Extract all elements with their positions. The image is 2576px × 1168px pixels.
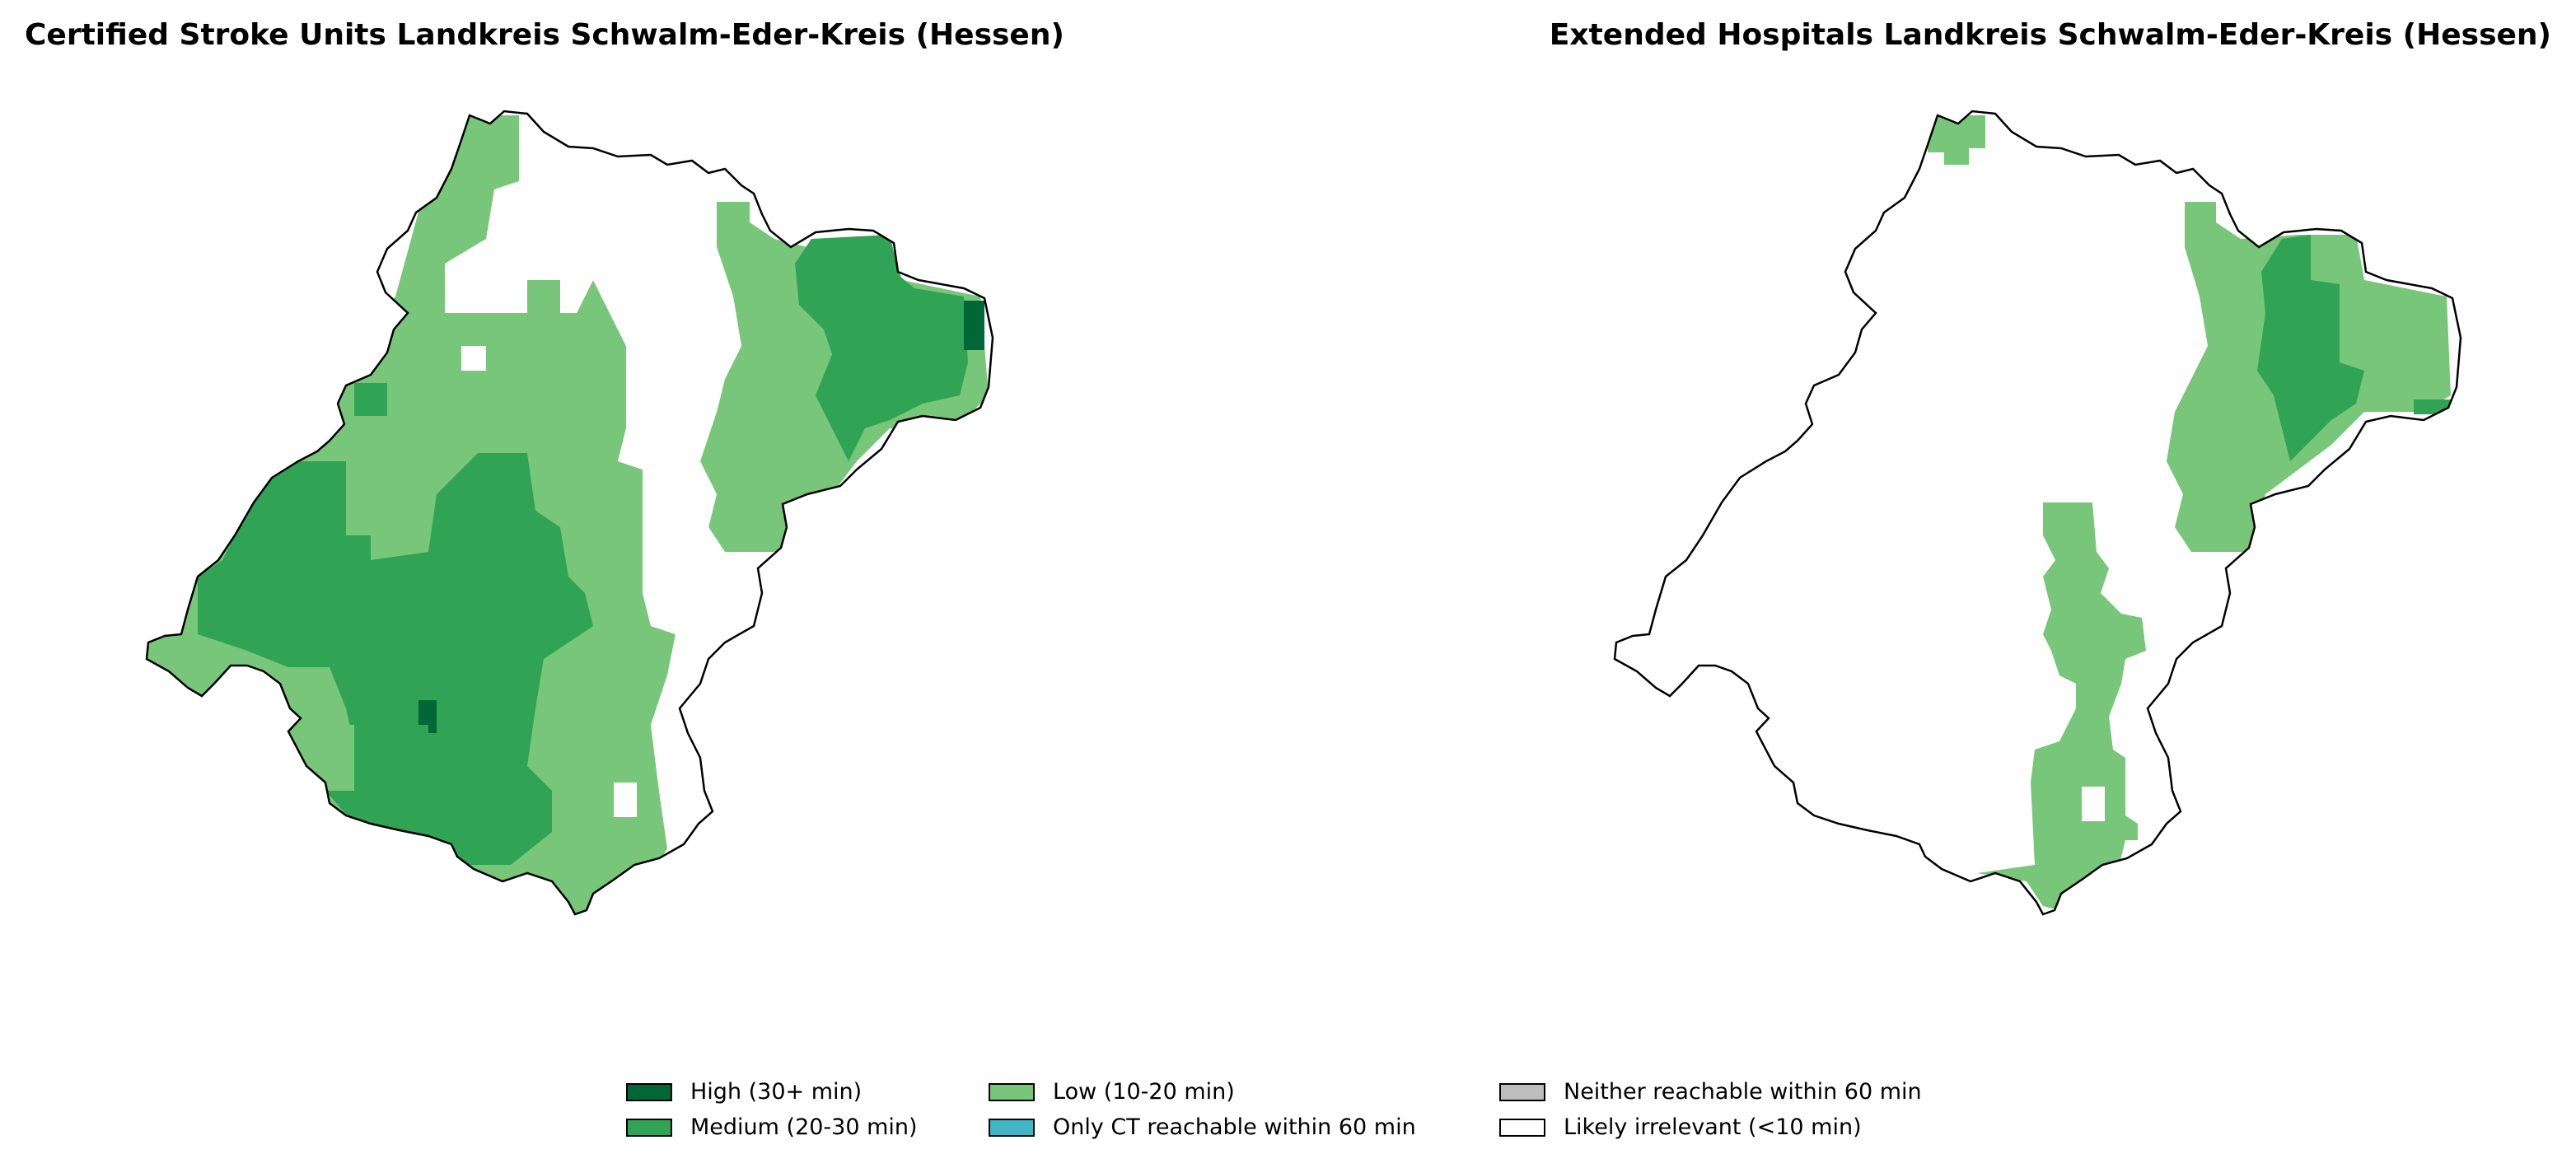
region-low-south-edge bbox=[313, 725, 354, 791]
legend-swatch-medium bbox=[626, 1118, 672, 1137]
map-title-extended-hospitals: Extended Hospitals Landkreis Schwalm-Ede… bbox=[1549, 18, 2551, 52]
legend-label-low: Low (10-20 min) bbox=[1053, 1079, 1235, 1105]
region-medium-east bbox=[795, 235, 968, 461]
legend-item-low: Low (10-20 min) bbox=[989, 1079, 1499, 1105]
region-irrelevant-hole-right bbox=[2082, 787, 2105, 821]
legend-label-irrelevant: Likely irrelevant (<10 min) bbox=[1564, 1114, 1862, 1140]
region-high-east bbox=[964, 301, 984, 350]
legend-label-medium: Medium (20-30 min) bbox=[690, 1114, 918, 1140]
map-extended-hospitals bbox=[1613, 110, 2462, 916]
legend-item-medium: Medium (20-30 min) bbox=[626, 1114, 989, 1140]
legend-swatch-only-ct bbox=[989, 1118, 1035, 1137]
region-medium-east-right-dots bbox=[2414, 399, 2451, 414]
legend-swatch-low bbox=[989, 1082, 1035, 1101]
legend-swatch-neither bbox=[1499, 1082, 1545, 1101]
legend-swatch-irrelevant bbox=[1499, 1118, 1545, 1137]
region-medium-west-patch bbox=[354, 383, 387, 416]
region-medium-east-right bbox=[2257, 235, 2364, 461]
legend-item-irrelevant: Likely irrelevant (<10 min) bbox=[1499, 1114, 1961, 1140]
legend: High (30+ min) Low (10-20 min) Neither r… bbox=[626, 1079, 1961, 1140]
region-medium-southwest bbox=[198, 453, 593, 865]
legend-item-only-ct: Only CT reachable within 60 min bbox=[989, 1114, 1499, 1140]
region-high-south bbox=[418, 700, 437, 733]
legend-label-high: High (30+ min) bbox=[690, 1079, 863, 1105]
legend-item-neither: Neither reachable within 60 min bbox=[1499, 1079, 1961, 1105]
map-title-certified-stroke-units: Certified Stroke Units Landkreis Schwalm… bbox=[25, 18, 1064, 52]
map-certified-stroke-units bbox=[145, 110, 994, 916]
legend-item-high: High (30+ min) bbox=[626, 1079, 989, 1105]
legend-swatch-high bbox=[626, 1082, 672, 1101]
legend-label-only-ct: Only CT reachable within 60 min bbox=[1053, 1114, 1416, 1140]
region-low-northwest-tip bbox=[1928, 115, 1985, 165]
region-irrelevant-hole-2 bbox=[614, 783, 637, 817]
region-low-central-band bbox=[1977, 502, 2146, 914]
region-irrelevant-hole-1 bbox=[461, 346, 486, 371]
legend-label-neither: Neither reachable within 60 min bbox=[1564, 1079, 1922, 1105]
region-irrelevant-north bbox=[445, 157, 741, 634]
